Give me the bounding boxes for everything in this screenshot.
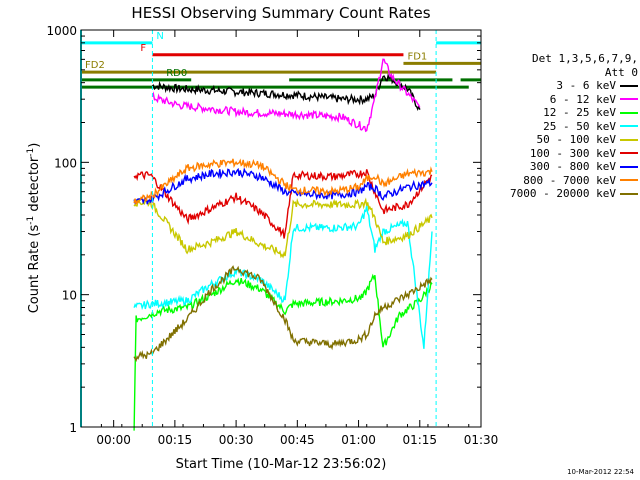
timestamp: 10-Mar-2012 22:54 (567, 468, 634, 476)
legend-swatch-6 (620, 165, 638, 168)
legend-item-1: 6 - 12 keV (478, 93, 638, 107)
flag-label-F: F (140, 43, 146, 54)
chart-title: HESSI Observing Summary Count Rates (131, 4, 430, 22)
legend-item-4: 50 - 100 keV (478, 133, 638, 147)
series-line-2 (133, 273, 433, 431)
legend-swatch-8 (620, 192, 638, 195)
legend-item-3: 25 - 50 keV (478, 120, 638, 134)
legend-label-0: 3 - 6 keV (556, 79, 616, 92)
series-line-8 (133, 265, 433, 362)
x-axis-label: Start Time (10-Mar-12 23:56:02) (176, 457, 387, 472)
y-tick-label-0: 1 (69, 421, 77, 435)
legend: Det 1,3,5,6,7,9, Att 0 3 - 6 keV 6 - 12 k… (478, 52, 638, 201)
x-tick-label-2: 00:30 (219, 433, 254, 447)
series-line-1 (151, 58, 421, 133)
y-tick-label-3: 1000 (46, 24, 77, 38)
legend-rows: 3 - 6 keV 6 - 12 keV 12 - 25 keV 25 - 50 ke… (478, 79, 638, 201)
legend-label-4: 50 - 100 keV (536, 133, 616, 146)
y-axis-label-part2: detector (27, 156, 42, 216)
x-tick-label-6: 01:30 (464, 433, 499, 447)
x-tick-label-3: 00:45 (280, 433, 315, 447)
y-tick-label-1: 10 (62, 289, 77, 303)
x-tick-label-5: 01:15 (402, 433, 437, 447)
legend-label-8: 7000 - 20000 keV (510, 187, 616, 200)
y-axis-label: Count Rate (s-1 detector-1) (26, 143, 42, 314)
y-axis-label-sup2: -1 (26, 148, 36, 157)
legend-swatch-7 (620, 179, 638, 182)
y-axis-label-sup1: -1 (26, 216, 36, 225)
flag-bars: NF FD1 FD2 RD0 (81, 31, 481, 89)
legend-swatch-3 (620, 125, 638, 128)
legend-item-6: 300 - 800 keV (478, 160, 638, 174)
y-axis-label-part3: ) (27, 143, 42, 148)
axes: 00:00 00:15 00:30 00:45 01:00 01:15 01:30 1 10 10… (46, 24, 498, 447)
flag-label-FD1: FD1 (407, 51, 427, 62)
legend-header: Det 1,3,5,6,7,9, (532, 52, 638, 65)
legend-swatch-0 (620, 84, 638, 87)
legend-item-7: 800 - 7000 keV (478, 174, 638, 188)
y-tick-label-2: 100 (54, 156, 77, 170)
legend-swatch-2 (620, 111, 638, 114)
y-axis-label-part1: Count Rate (s (27, 225, 42, 314)
flag-label-RD0: RD0 (166, 68, 187, 79)
legend-header-2: Att 0 (604, 65, 638, 79)
legend-swatch-5 (620, 152, 638, 155)
x-tick-label-1: 00:15 (158, 433, 193, 447)
legend-swatch-4 (620, 138, 638, 141)
flag-label-N: N (156, 31, 163, 42)
legend-item-2: 12 - 25 keV (478, 106, 638, 120)
x-tick-label-0: 00:00 (96, 433, 131, 447)
legend-item-0: 3 - 6 keV (478, 79, 638, 93)
series-line-7 (133, 158, 433, 205)
legend-label-3: 25 - 50 keV (543, 119, 616, 133)
legend-item-5: 100 - 300 keV (478, 147, 638, 161)
legend-label-7: 800 - 7000 keV (523, 173, 616, 187)
series-group (133, 58, 433, 431)
legend-label-2: 12 - 25 keV (543, 106, 616, 119)
series-line-3 (133, 205, 433, 349)
legend-label-1: 6 - 12 keV (549, 92, 616, 106)
legend-item-8: 7000 - 20000 keV (478, 187, 638, 201)
legend-label-6: 300 - 800 keV (529, 160, 616, 173)
x-tick-label-4: 01:00 (341, 433, 376, 447)
series-line-6 (133, 166, 433, 205)
legend-label-5: 100 - 300 keV (529, 146, 616, 160)
flag-label-FD2: FD2 (85, 60, 105, 71)
legend-swatch-1 (620, 98, 638, 101)
series-line-4 (133, 197, 433, 259)
series-line-5 (133, 169, 433, 239)
plot-frame (80, 29, 482, 428)
